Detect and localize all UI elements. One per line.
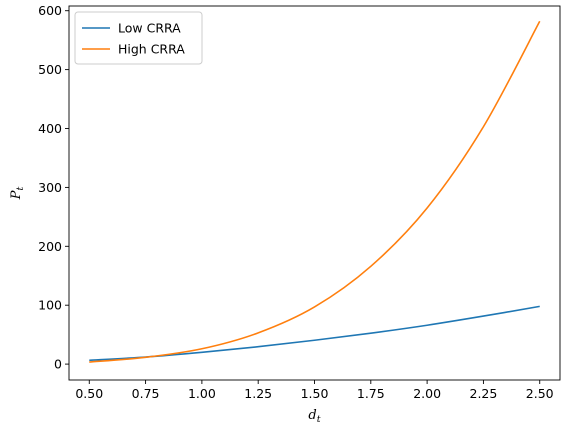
plot-area <box>89 20 541 363</box>
x-tick-label: 2.25 <box>470 386 498 401</box>
legend-box <box>74 11 203 65</box>
legend: Low CRRA High CRRA <box>74 11 203 65</box>
series-line-high-crra <box>89 20 541 363</box>
y-tick-label: 300 <box>38 180 62 195</box>
y-axis-label-main: P <box>9 190 24 200</box>
y-tick-label: 600 <box>38 3 62 18</box>
x-tick-label: 1.25 <box>244 386 272 401</box>
y-tick-label: 0 <box>54 357 62 372</box>
x-axis-ticks: 0.50 0.75 1.00 1.25 1.50 1.75 2.00 2.25 2.50 <box>75 380 554 401</box>
y-axis-ticks: 0 100 200 300 400 500 600 <box>38 3 69 372</box>
legend-label-high-crra: High CRRA <box>118 42 185 57</box>
x-tick-label: 1.00 <box>188 386 216 401</box>
y-tick-label: 400 <box>38 121 62 136</box>
y-tick-label: 200 <box>38 239 62 254</box>
x-axis-label: dt <box>308 408 320 425</box>
legend-label-low-crra: Low CRRA <box>118 21 181 36</box>
x-tick-label: 1.75 <box>357 386 385 401</box>
y-axis-label: Pt <box>9 187 26 201</box>
x-tick-label: 1.50 <box>301 386 329 401</box>
x-tick-label: 2.50 <box>526 386 554 401</box>
x-axis-label-sub: t <box>317 414 321 425</box>
y-tick-label: 500 <box>38 62 62 77</box>
x-tick-label: 0.75 <box>132 386 160 401</box>
y-tick-label: 100 <box>38 298 62 313</box>
x-tick-label: 2.00 <box>413 386 441 401</box>
y-axis-label-sub: t <box>15 187 26 191</box>
x-axis-label-main: d <box>308 408 316 423</box>
x-tick-label: 0.50 <box>75 386 103 401</box>
